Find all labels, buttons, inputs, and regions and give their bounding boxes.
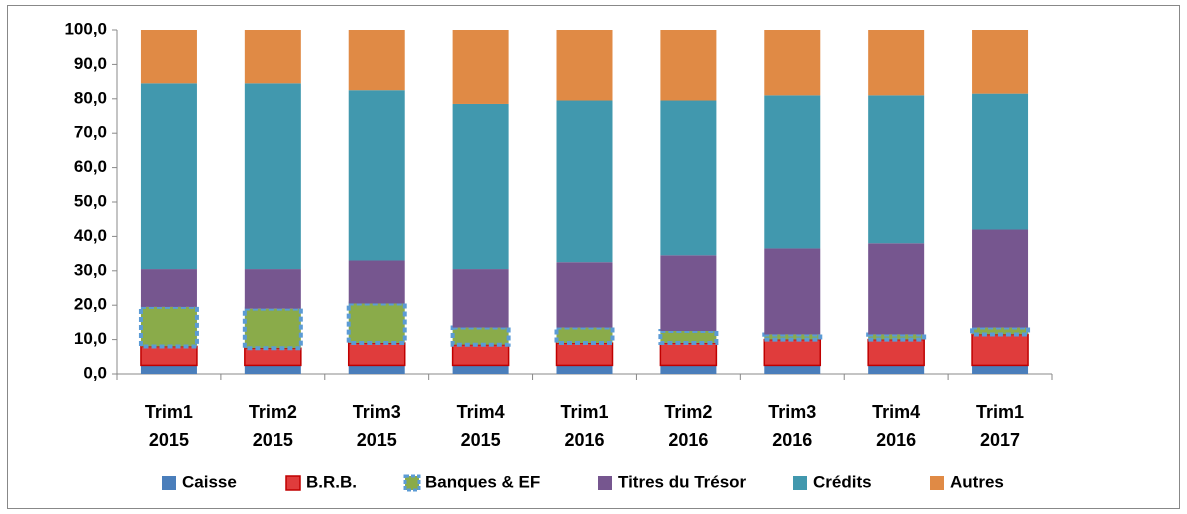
bar-segment (764, 95, 821, 249)
legend-label: Crédits (813, 472, 872, 491)
bar-segment (244, 83, 301, 270)
bar-segment (242, 306, 303, 351)
legend-swatch (403, 474, 421, 492)
bar-segment (244, 365, 301, 374)
bar-segment (659, 342, 718, 367)
y-tick-label: 0,0 (83, 363, 107, 382)
legend-label: B.R.B. (306, 472, 357, 491)
y-tick-label: 10,0 (74, 329, 107, 348)
bar-segment (348, 365, 405, 374)
y-tick-label: 80,0 (74, 88, 107, 107)
bar-segment (764, 30, 821, 96)
bar-segment (348, 260, 405, 304)
legend-swatch (162, 476, 176, 490)
chart-frame (7, 5, 1180, 509)
bar-segment (868, 243, 925, 335)
y-tick-label: 70,0 (74, 123, 107, 142)
legend-label: Autres (950, 472, 1004, 491)
bar-segment (867, 338, 925, 367)
y-tick-label: 20,0 (74, 295, 107, 314)
bar-segment (556, 262, 613, 328)
bar-segment (660, 30, 717, 101)
bar-segment (346, 301, 407, 346)
x-tick-label: Trim1 2016 (560, 402, 609, 450)
bar-segment (452, 269, 509, 328)
x-tick-label: Trim4 2016 (872, 402, 921, 450)
bar-segment (140, 365, 197, 374)
bar-segment (244, 347, 302, 367)
bar-segment (140, 345, 198, 367)
bar-segment (347, 342, 406, 367)
x-tick-label: Trim3 2015 (352, 402, 401, 450)
legend-label: Caisse (182, 472, 237, 491)
bar-segment (348, 30, 405, 91)
x-tick-label: Trim4 2015 (456, 402, 505, 450)
legend-label: Titres du Trésor (618, 472, 747, 491)
bar-segment (660, 255, 717, 331)
legend-swatch (598, 476, 612, 490)
bar-segment (138, 304, 199, 349)
bar-segment (970, 325, 1031, 337)
y-tick-label: 60,0 (74, 157, 107, 176)
bar-segment (764, 248, 821, 335)
bar-segment (452, 103, 509, 270)
x-tick-label: Trim2 2015 (248, 402, 297, 450)
bar-segment (556, 30, 613, 101)
bar-segment (763, 338, 822, 367)
bar-segment (762, 332, 823, 342)
bar-segment (140, 269, 197, 307)
bar-segment (140, 30, 197, 84)
bar-segment (868, 30, 925, 96)
bar-segment (971, 333, 1029, 367)
y-tick-label: 50,0 (74, 191, 107, 210)
x-tick-label: Trim3 2016 (768, 402, 817, 450)
bar-segment (244, 30, 301, 84)
y-tick-label: 30,0 (74, 260, 107, 279)
legend-swatch (793, 476, 807, 490)
bar-segment (556, 365, 613, 374)
x-tick-label: Trim2 2016 (664, 402, 713, 450)
bar-segment (658, 329, 719, 346)
bar-segment (554, 325, 615, 346)
bar-segment (244, 269, 301, 309)
legend-label: Banques & EF (425, 472, 540, 491)
bar-segment (452, 30, 509, 104)
bar-segment (555, 342, 614, 367)
x-tick-label: Trim1 2015 (144, 402, 193, 450)
bar-segment (452, 365, 509, 374)
bar-segment (450, 325, 511, 347)
bar-segment (764, 365, 821, 374)
bar-segment (868, 95, 925, 244)
bar-segment (972, 30, 1029, 94)
legend-swatch (285, 475, 301, 491)
bar-segment (868, 365, 925, 374)
y-tick-label: 100,0 (64, 19, 107, 38)
legend-swatch (930, 476, 944, 490)
y-tick-label: 40,0 (74, 226, 107, 245)
bar-segment (660, 365, 717, 374)
bar-segment (972, 93, 1029, 230)
bar-segment (972, 229, 1029, 328)
bar-segment (451, 344, 510, 367)
bar-segment (556, 100, 613, 263)
bar-segment (972, 365, 1029, 374)
y-tick-label: 90,0 (74, 54, 107, 73)
bar-segment (348, 90, 405, 261)
x-tick-label: Trim1 2017 (976, 402, 1025, 450)
bar-segment (660, 100, 717, 256)
bar-segment (140, 83, 197, 270)
bar-segment (866, 332, 927, 342)
